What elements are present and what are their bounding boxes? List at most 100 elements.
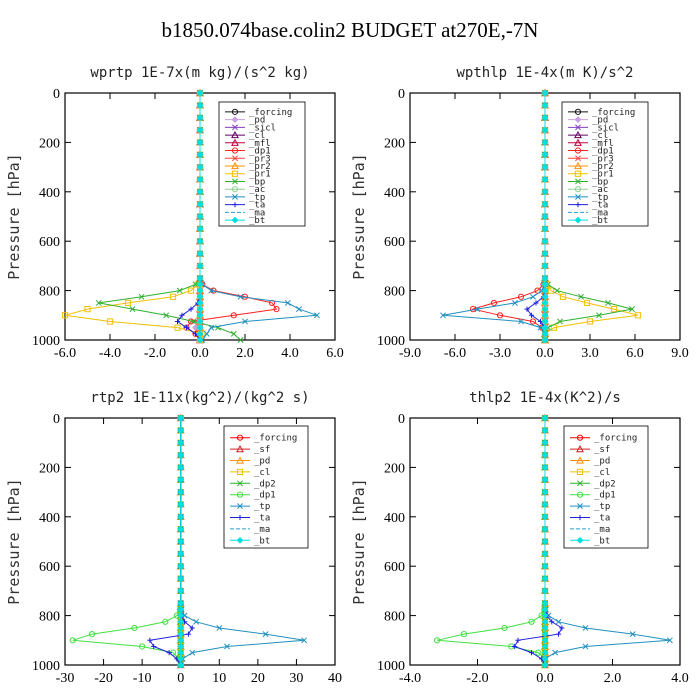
data-point — [541, 562, 549, 570]
legend-label: _dp1 — [592, 147, 614, 157]
panel-2: wpthlp 1E-4x(m K)/s^2 Pressure [hPa] -9.0 -… — [350, 65, 689, 361]
data-point — [512, 299, 518, 306]
legend-label: _cl — [592, 131, 608, 141]
panel-title: wpthlp 1E-4x(m K)/s^2 — [456, 65, 633, 81]
data-point — [541, 101, 549, 109]
data-point — [517, 293, 525, 300]
legend-label: _forcing — [594, 434, 637, 444]
data-point — [541, 476, 549, 484]
series-line — [436, 418, 546, 665]
series-bt — [196, 89, 204, 344]
legend-item: _forcing — [570, 434, 637, 444]
data-point — [147, 637, 153, 643]
x-tick-label: 4.0 — [671, 671, 689, 686]
data-point — [629, 631, 636, 638]
data-point — [541, 513, 549, 521]
plot-frame — [64, 417, 336, 666]
data-point — [541, 451, 549, 459]
x-tick-label: 3.0 — [581, 346, 599, 361]
x-tick-label: 4.0 — [281, 346, 299, 361]
legend-label: _pd — [254, 457, 270, 467]
legend: _forcing_pd_sicl_cl_mfl_dp1_pr3_pr2_pr1_… — [218, 101, 306, 227]
data-point — [196, 114, 204, 122]
legend: _forcing_sf _pd_cl_dp2 _dp1_tp _ta_ma_bt — [223, 425, 309, 549]
legend-box — [223, 425, 309, 549]
data-point — [84, 306, 91, 313]
data-point — [528, 618, 535, 625]
series-dp1 — [69, 414, 184, 669]
data-point — [177, 525, 185, 533]
panel-title: thlp2 1E-4x(K^2)/s — [469, 390, 621, 406]
legend-label: _pr3 — [249, 154, 271, 164]
legend-item: _bt — [225, 216, 265, 226]
legend-item: _ta — [225, 201, 265, 211]
legend-item: _ta — [568, 201, 608, 211]
legend-label: _pr3 — [592, 154, 614, 164]
data-point — [177, 488, 185, 496]
panel-title: rtp2 1E-11x(kg^2)/(kg^2 s) — [90, 390, 309, 406]
legend-label: _sicl — [592, 123, 619, 133]
y-tick-label: 800 — [39, 610, 60, 625]
legend-label: _bt — [254, 536, 270, 546]
data-point — [541, 550, 549, 558]
legend-label: _sf — [254, 445, 270, 455]
legend-item: _ma — [568, 208, 608, 218]
x-tick-label: -2.0 — [466, 671, 488, 686]
legend: _forcing_sf _pd_cl_dp2 _dp1_tp _ta_ma_bt — [563, 425, 649, 549]
data-point — [242, 318, 248, 325]
legend-label: _cl — [594, 468, 610, 478]
panel-title: wprtp 1E-7x(m kg)/(s^2 kg) — [90, 65, 309, 81]
data-point — [189, 649, 196, 656]
legend-item: _sf — [570, 444, 610, 455]
series-line — [149, 418, 193, 666]
legend-label: _cl — [254, 468, 270, 478]
legend-item: _mfl — [225, 138, 271, 149]
legend-item: _pr1 — [568, 170, 614, 180]
panel-4: thlp2 1E-4x(K^2)/s Pressure [hPa] -4.0 -2.0… — [350, 390, 689, 686]
y-tick-label: 600 — [384, 560, 405, 575]
legend-label: _ta — [254, 514, 270, 524]
data-point — [177, 414, 185, 422]
data-point — [69, 637, 76, 644]
data-point — [541, 463, 549, 471]
legend-label: _tp — [594, 502, 610, 512]
y-axis-label: Pressure [hPa] — [5, 153, 23, 279]
legend-label: _ma — [249, 208, 265, 218]
data-point — [183, 325, 190, 331]
x-tick-label: -2.0 — [144, 346, 166, 361]
legend-item: _tp — [225, 193, 265, 203]
data-point — [177, 476, 185, 484]
y-tick-label: 200 — [384, 136, 405, 151]
data-point — [541, 163, 549, 171]
y-tick-label: 800 — [384, 610, 405, 625]
series-ta — [147, 415, 195, 668]
legend-item: _bt — [570, 536, 610, 546]
data-point — [169, 293, 177, 300]
legend-label: _ac — [592, 185, 608, 195]
legend-box — [218, 101, 306, 227]
data-point — [541, 525, 549, 533]
y-tick-label: 400 — [384, 186, 405, 201]
legend-item: _tp — [230, 502, 270, 512]
y-tick-label: 200 — [39, 461, 60, 476]
legend-item: _cl — [570, 468, 610, 478]
data-point — [296, 306, 302, 313]
y-tick-label: 0 — [398, 412, 405, 427]
data-point — [106, 318, 114, 325]
legend: _forcing_pd_sicl_cl_mfl_dp1_pr3_pr2_pr1_… — [561, 101, 649, 227]
data-point — [224, 643, 230, 650]
data-point — [537, 324, 544, 331]
data-point — [177, 439, 185, 447]
data-point — [177, 463, 185, 471]
legend-label: _bt — [594, 536, 610, 546]
data-point — [433, 637, 441, 644]
legend-label: _ta — [594, 514, 610, 524]
data-point — [552, 649, 559, 656]
data-point — [541, 661, 549, 669]
data-point — [196, 262, 204, 270]
legend-label: _pd — [592, 116, 608, 126]
legend-item: _ac — [568, 185, 608, 195]
data-point — [541, 250, 549, 258]
data-point — [177, 661, 185, 669]
